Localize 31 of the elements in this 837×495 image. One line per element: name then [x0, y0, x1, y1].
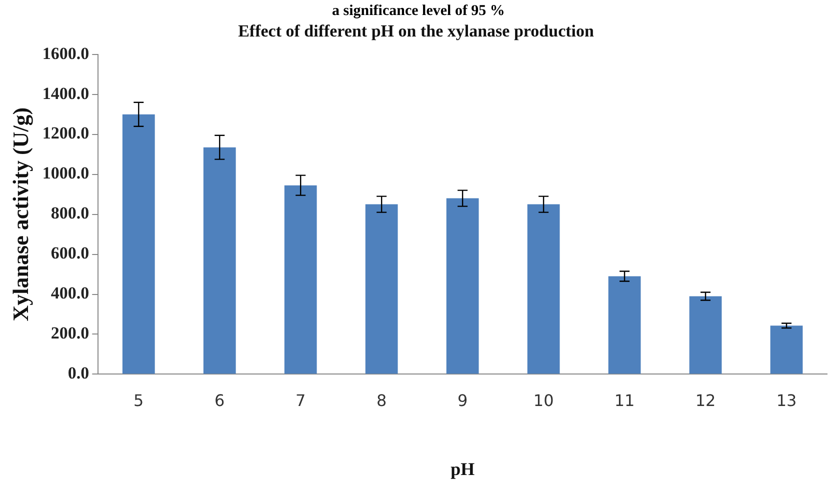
- text: a significance level of 95 %: [331, 2, 506, 21]
- bar: [608, 276, 641, 374]
- y-tick-label: 1200.0: [42, 124, 90, 143]
- bar: [203, 147, 236, 374]
- bar: [689, 296, 722, 374]
- x-tick-label: 7: [296, 390, 306, 410]
- bar: [446, 198, 479, 374]
- x-axis-title: pH: [450, 458, 475, 479]
- x-tick-label: 9: [457, 390, 468, 410]
- bar: [770, 326, 803, 374]
- y-tick-label: 0.0: [68, 364, 90, 383]
- bar: [365, 204, 398, 374]
- y-tick-label: 1400.0: [42, 84, 90, 103]
- x-tick-label: 10: [533, 390, 554, 410]
- bar: [284, 185, 317, 374]
- chart-title: Effect of different pH on the xylanase production: [238, 22, 594, 41]
- y-tick-label: 600.0: [50, 244, 90, 263]
- y-tick-label: 400.0: [50, 284, 90, 303]
- y-tick-label: 200.0: [50, 324, 90, 343]
- x-tick-label: 13: [776, 390, 797, 410]
- bar: [122, 114, 155, 374]
- x-tick-label: 6: [214, 390, 225, 410]
- x-tick-label: 8: [376, 390, 387, 410]
- x-tick-label: 11: [614, 390, 635, 410]
- bar: [527, 204, 560, 374]
- y-tick-label: 1000.0: [42, 164, 90, 183]
- x-tick-label: 12: [695, 390, 716, 410]
- x-tick-label: 5: [134, 390, 144, 410]
- y-tick-label: 1600.0: [42, 44, 90, 63]
- y-tick-label: 800.0: [50, 204, 90, 223]
- y-axis-title: Xylanase activity (U/g): [8, 107, 33, 322]
